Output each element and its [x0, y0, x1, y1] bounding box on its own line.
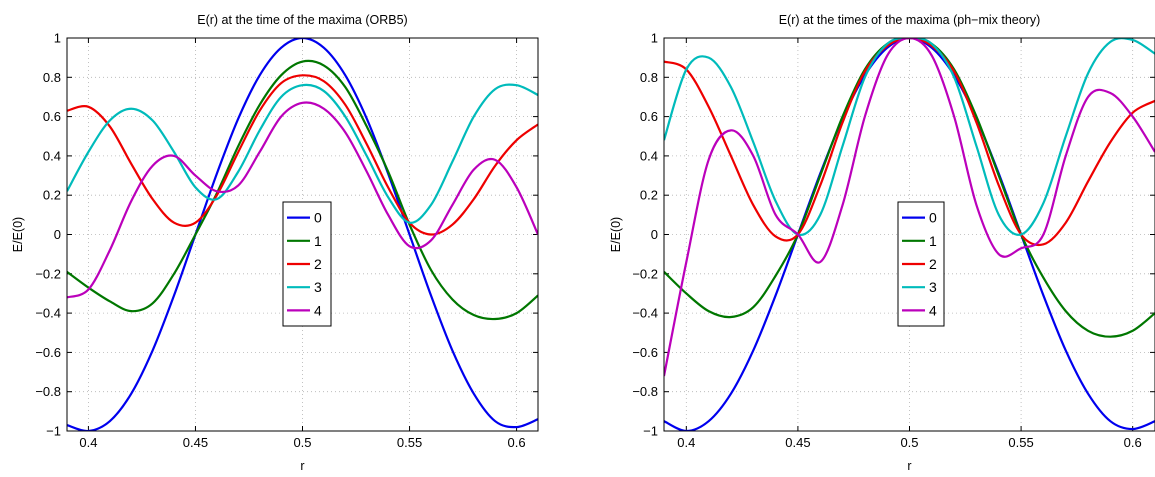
plot-frame: [663, 37, 1155, 432]
series-line-2: [67, 74, 538, 236]
x-tick-label: 0.5: [293, 435, 311, 450]
x-tick-label: 0.4: [79, 435, 97, 450]
y-tick-label: 1: [54, 31, 61, 46]
x-tick-label: 0.55: [397, 435, 422, 450]
legend-label: 1: [314, 233, 322, 249]
plot-frame: [66, 37, 539, 432]
legend: 0 1 2 3 4: [282, 201, 332, 327]
y-tick-label: 0.2: [43, 188, 61, 203]
y-axis-label: E/E(0): [11, 217, 25, 252]
y-tick-label: −1: [643, 424, 658, 439]
y-tick-label: 1: [651, 31, 658, 46]
x-tick-label: 0.55: [1008, 435, 1033, 450]
x-tick-label: 0.6: [508, 435, 526, 450]
x-tick-label: 0.6: [1124, 435, 1142, 450]
y-tick-label: −0.6: [632, 345, 658, 360]
y-tick-label: 0.4: [640, 148, 658, 163]
legend-label: 2: [929, 256, 937, 272]
y-axis-label: E/E(0): [609, 217, 623, 252]
chart-orb5: E(r) at the time of the maxima (ORB5) r …: [11, 13, 539, 473]
y-tick-label: −0.8: [35, 384, 61, 399]
y-tick-label: 0.4: [43, 148, 61, 163]
chart-title: E(r) at the times of the maxima (ph−mix …: [779, 13, 1041, 27]
legend-label: 0: [314, 210, 322, 226]
legend-label: 1: [929, 233, 937, 249]
y-tick-label: 0.6: [43, 109, 61, 124]
legend-label: 3: [314, 279, 322, 295]
y-tick-label: 0.6: [640, 109, 658, 124]
axis-ticks: 0.4 0.45 0.5 0.55 0.6 −1 −0.8 −0.6 −0.4 −0.2 0 0.2 0…: [35, 31, 538, 450]
y-tick-label: −0.2: [35, 266, 61, 281]
y-tick-label: −0.8: [632, 384, 658, 399]
y-tick-label: 0.8: [640, 70, 658, 85]
series-line-2: [664, 38, 1155, 247]
y-tick-label: −0.4: [632, 306, 658, 321]
chart-ph-mix-theory: E(r) at the times of the maxima (ph−mix …: [609, 13, 1155, 473]
series-line-1: [67, 59, 538, 321]
legend-label: 3: [929, 279, 937, 295]
axis-ticks: 0.4 0.45 0.5 0.55 0.6 −1 −0.8 −0.6 −0.4 −0.2 0 0.2 0…: [632, 31, 1155, 450]
plot-lines: [67, 38, 538, 431]
x-tick-label: 0.4: [677, 435, 695, 450]
legend: 0 1 2 3 4: [897, 201, 945, 327]
y-tick-label: −0.6: [35, 345, 61, 360]
y-tick-label: −0.2: [632, 266, 658, 281]
y-tick-label: −1: [46, 424, 61, 439]
series-line-0: [664, 38, 1155, 431]
chart-title: E(r) at the time of the maxima (ORB5): [197, 13, 407, 27]
x-axis-label: r: [907, 459, 911, 473]
legend-label: 4: [314, 302, 322, 318]
y-tick-label: −0.4: [35, 306, 61, 321]
legend-label: 2: [314, 256, 322, 272]
legend-label: 0: [929, 210, 937, 226]
series-line-3: [67, 83, 538, 224]
series-line-4: [67, 101, 538, 299]
y-tick-label: 0.2: [640, 188, 658, 203]
series-line-3: [664, 38, 1155, 237]
series-line-0: [67, 38, 538, 431]
series-line-1: [664, 38, 1155, 338]
x-tick-label: 0.5: [900, 435, 918, 450]
y-tick-label: 0.8: [43, 70, 61, 85]
x-tick-label: 0.45: [785, 435, 810, 450]
legend-label: 4: [929, 302, 937, 318]
x-tick-label: 0.45: [183, 435, 208, 450]
y-tick-label: 0: [54, 227, 61, 242]
y-tick-label: 0: [651, 227, 658, 242]
x-axis-label: r: [300, 459, 304, 473]
